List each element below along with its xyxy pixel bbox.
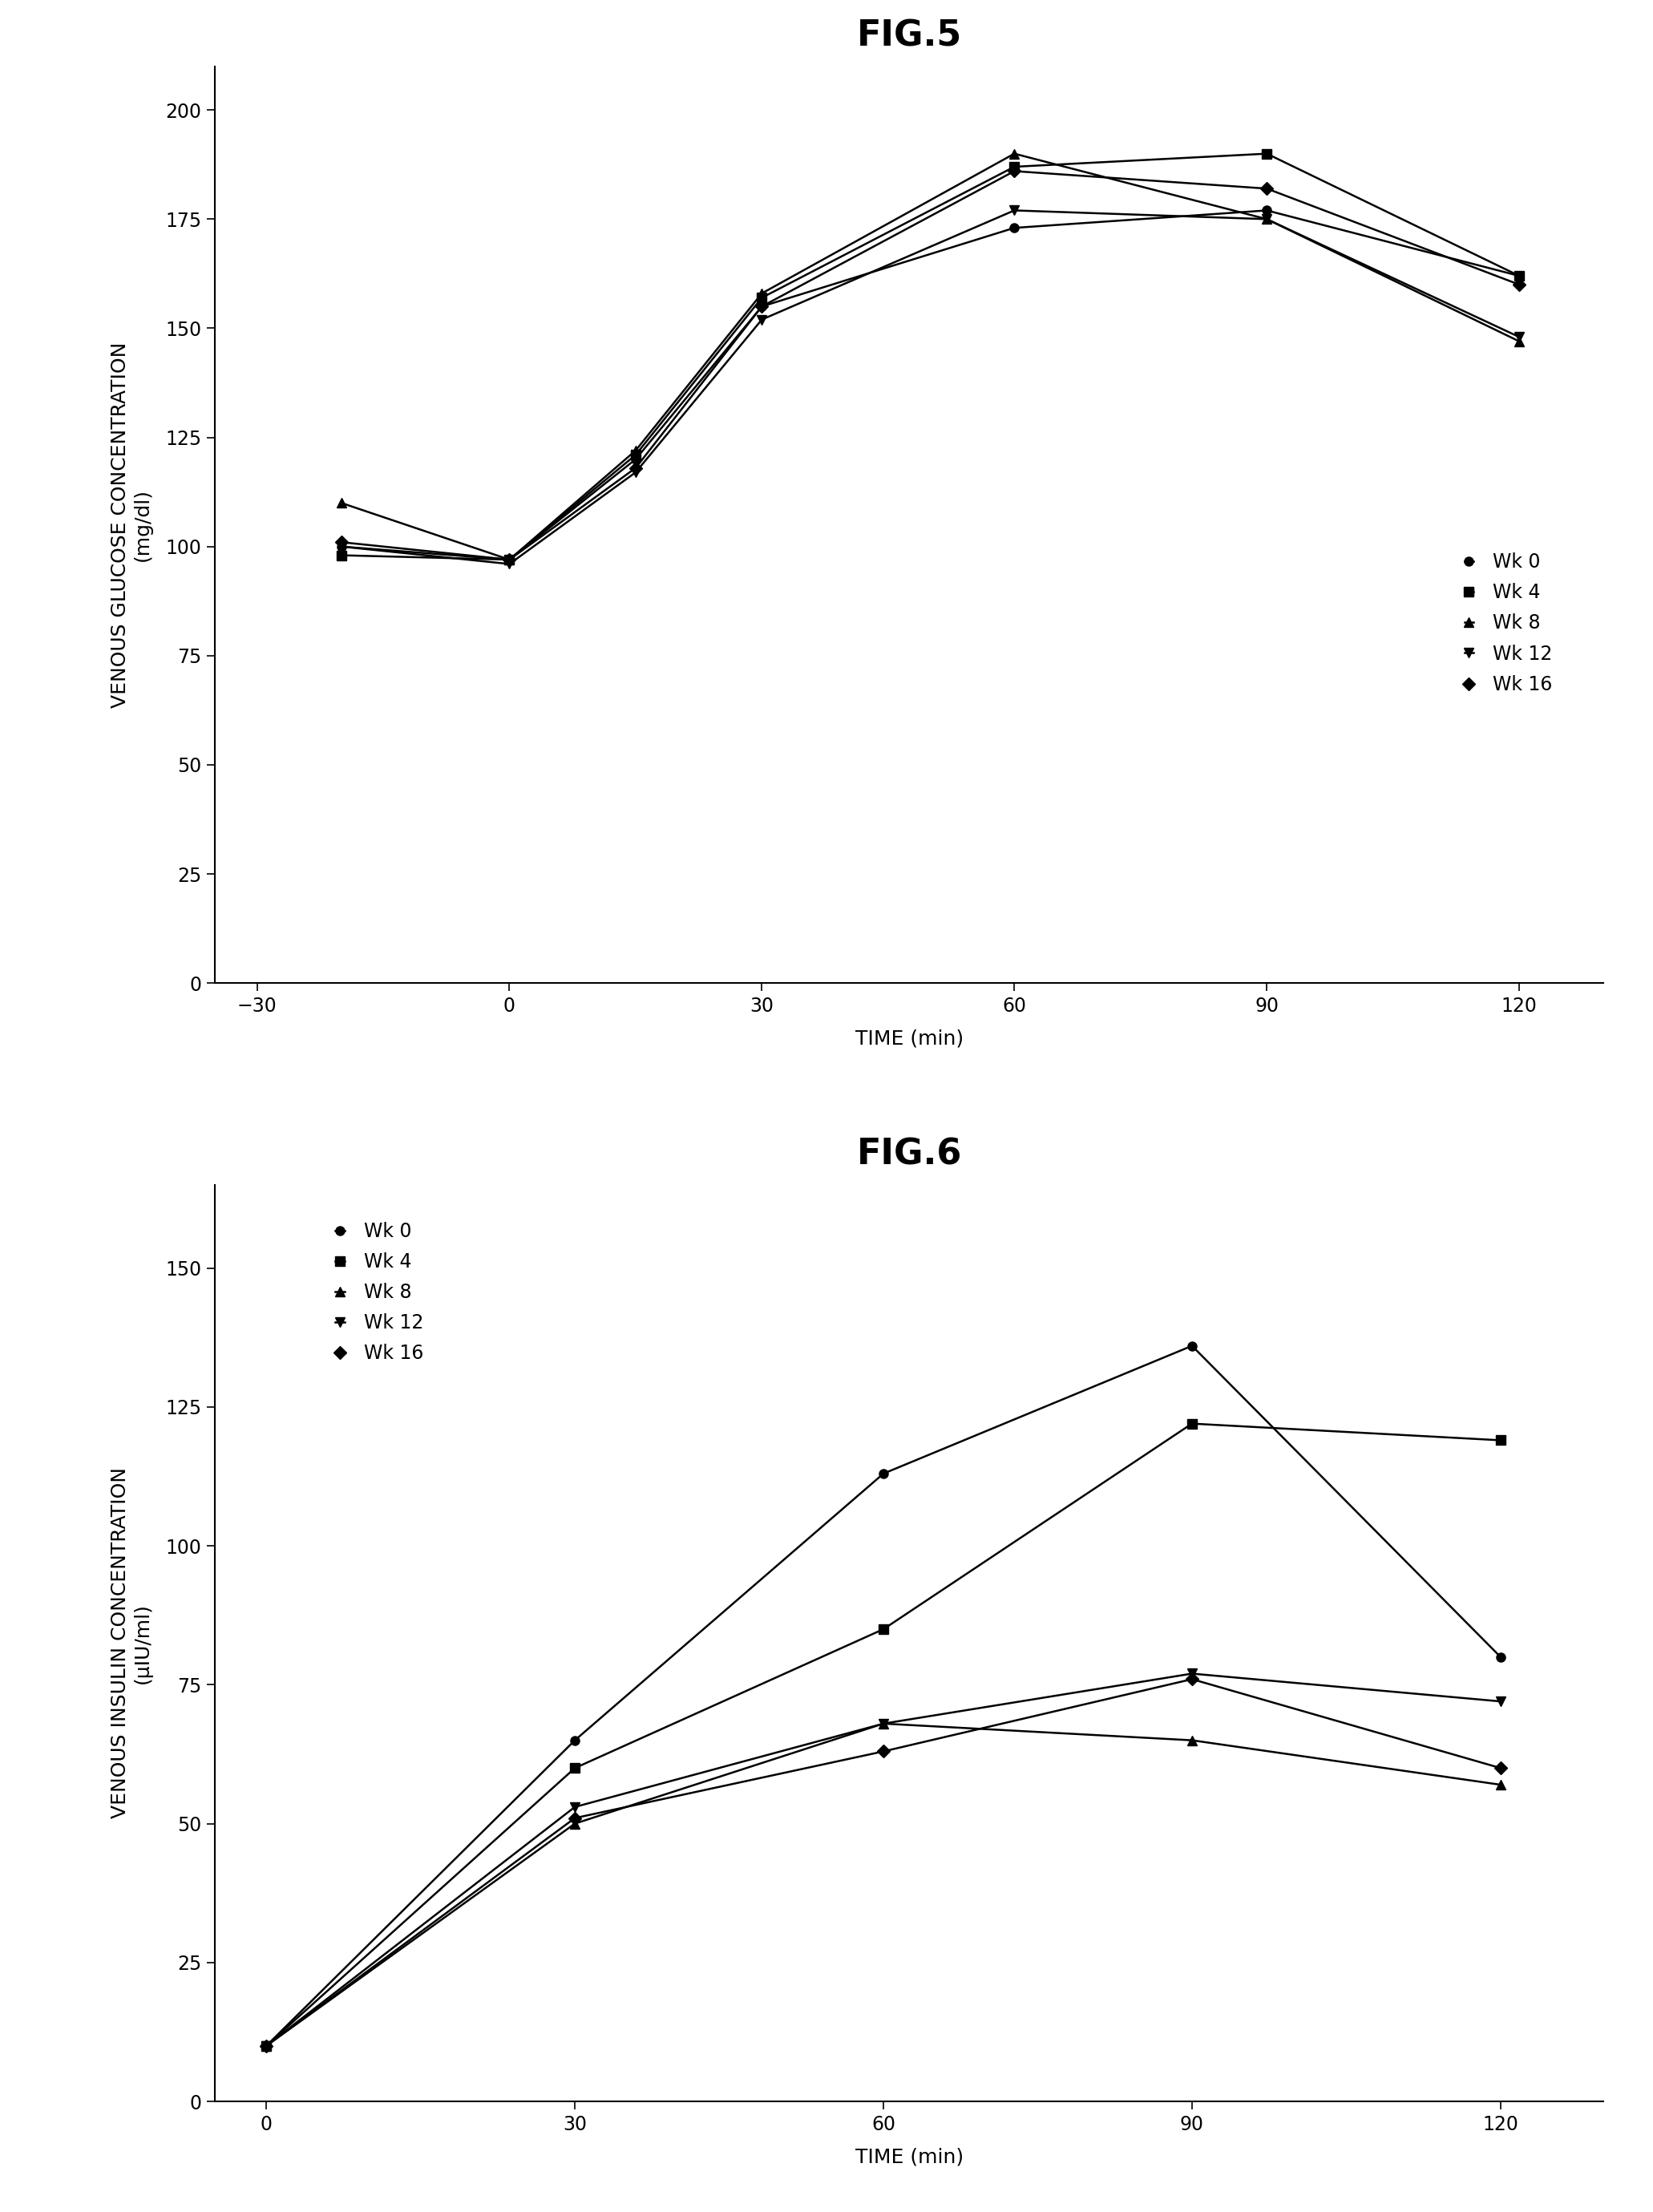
Line: Wk 4: Wk 4 bbox=[337, 148, 1524, 564]
Wk 16 bbox=[499, 546, 519, 573]
Wk 16 bbox=[752, 294, 772, 321]
Wk 16 bbox=[1256, 175, 1276, 201]
Wk 4 bbox=[1005, 153, 1025, 179]
Wk 4 bbox=[1182, 1411, 1202, 1438]
Wk 4 bbox=[499, 546, 519, 573]
Line: Wk 4: Wk 4 bbox=[261, 1420, 1504, 2051]
Wk 12 bbox=[752, 305, 772, 332]
Wk 12 bbox=[256, 2033, 276, 2059]
X-axis label: TIME (min): TIME (min) bbox=[855, 1029, 964, 1048]
Wk 12 bbox=[873, 1710, 893, 1736]
Wk 0 bbox=[1005, 215, 1025, 241]
Line: Wk 16: Wk 16 bbox=[337, 166, 1524, 564]
Wk 12 bbox=[1182, 1661, 1202, 1688]
Line: Wk 8: Wk 8 bbox=[337, 148, 1524, 564]
Wk 12 bbox=[1005, 197, 1025, 223]
Wk 4 bbox=[1491, 1427, 1511, 1453]
Wk 4 bbox=[256, 2033, 276, 2059]
Wk 16 bbox=[331, 529, 350, 555]
Wk 0 bbox=[565, 1728, 585, 1754]
Wk 4 bbox=[565, 1754, 585, 1781]
Wk 0 bbox=[499, 546, 519, 573]
Wk 0 bbox=[1182, 1332, 1202, 1358]
Line: Wk 12: Wk 12 bbox=[337, 206, 1524, 568]
Wk 8 bbox=[1005, 139, 1025, 166]
Title: FIG.5: FIG.5 bbox=[856, 20, 962, 53]
Wk 16 bbox=[1509, 272, 1529, 299]
Wk 4 bbox=[1509, 263, 1529, 290]
Line: Wk 8: Wk 8 bbox=[261, 1719, 1504, 2051]
Line: Wk 0: Wk 0 bbox=[337, 206, 1524, 564]
Wk 8 bbox=[256, 2033, 276, 2059]
Y-axis label: VENOUS INSULIN CONCENTRATION
(μIU/ml): VENOUS INSULIN CONCENTRATION (μIU/ml) bbox=[111, 1467, 152, 1818]
Wk 8 bbox=[1509, 327, 1529, 354]
Wk 16 bbox=[565, 1805, 585, 1832]
Line: Wk 0: Wk 0 bbox=[261, 1340, 1504, 2051]
Wk 8 bbox=[565, 1809, 585, 1836]
Wk 16 bbox=[873, 1739, 893, 1765]
Wk 0 bbox=[331, 533, 350, 560]
Title: FIG.6: FIG.6 bbox=[856, 1137, 962, 1172]
Wk 12 bbox=[1491, 1688, 1511, 1714]
Line: Wk 16: Wk 16 bbox=[261, 1674, 1504, 2051]
Wk 12 bbox=[626, 460, 646, 487]
Wk 12 bbox=[499, 551, 519, 577]
Wk 8 bbox=[499, 546, 519, 573]
Wk 12 bbox=[331, 533, 350, 560]
Wk 8 bbox=[1182, 1728, 1202, 1754]
Wk 16 bbox=[626, 456, 646, 482]
Wk 8 bbox=[626, 438, 646, 465]
Wk 4 bbox=[331, 542, 350, 568]
Wk 0 bbox=[1491, 1644, 1511, 1670]
Legend: Wk 0, Wk 4, Wk 8, Wk 12, Wk 16: Wk 0, Wk 4, Wk 8, Wk 12, Wk 16 bbox=[336, 1221, 423, 1363]
Wk 16 bbox=[256, 2033, 276, 2059]
Wk 0 bbox=[873, 1460, 893, 1486]
Wk 4 bbox=[1256, 139, 1276, 166]
Wk 16 bbox=[1005, 157, 1025, 184]
Wk 12 bbox=[1256, 206, 1276, 232]
Wk 12 bbox=[1509, 323, 1529, 349]
X-axis label: TIME (min): TIME (min) bbox=[855, 2148, 964, 2166]
Wk 16 bbox=[1182, 1666, 1202, 1692]
Y-axis label: VENOUS GLUCOSE CONCENTRATION
(mg/dl): VENOUS GLUCOSE CONCENTRATION (mg/dl) bbox=[111, 343, 152, 708]
Wk 12 bbox=[565, 1794, 585, 1820]
Wk 0 bbox=[1256, 197, 1276, 223]
Wk 4 bbox=[873, 1617, 893, 1644]
Wk 0 bbox=[626, 447, 646, 473]
Wk 8 bbox=[752, 281, 772, 307]
Wk 4 bbox=[752, 285, 772, 312]
Wk 8 bbox=[1491, 1772, 1511, 1798]
Line: Wk 12: Wk 12 bbox=[261, 1670, 1504, 2051]
Wk 8 bbox=[331, 489, 350, 515]
Wk 0 bbox=[256, 2033, 276, 2059]
Wk 8 bbox=[873, 1710, 893, 1736]
Wk 0 bbox=[752, 294, 772, 321]
Wk 4 bbox=[626, 442, 646, 469]
Wk 0 bbox=[1509, 263, 1529, 290]
Legend: Wk 0, Wk 4, Wk 8, Wk 12, Wk 16: Wk 0, Wk 4, Wk 8, Wk 12, Wk 16 bbox=[1465, 553, 1552, 695]
Wk 16 bbox=[1491, 1754, 1511, 1781]
Wk 8 bbox=[1256, 206, 1276, 232]
